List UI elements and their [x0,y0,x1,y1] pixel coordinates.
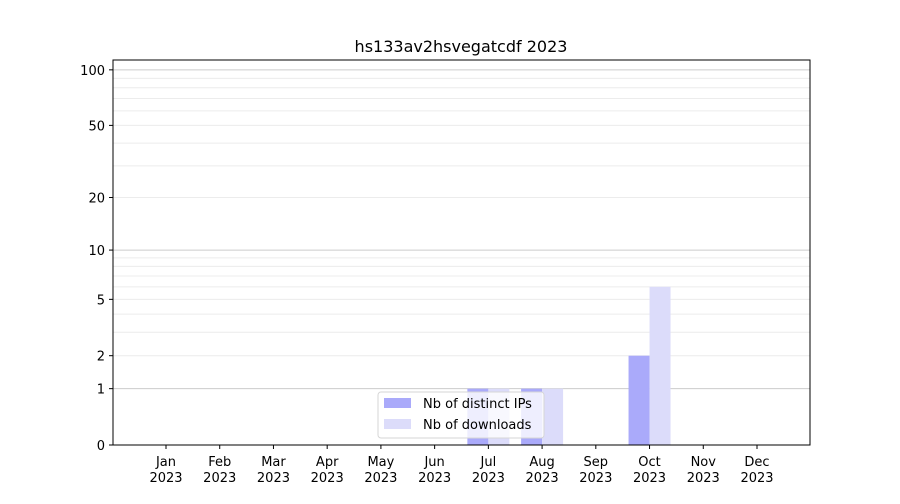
legend-label: Nb of distinct IPs [423,397,532,412]
grid [113,69,810,390]
legend-box [377,391,545,439]
legend: Nb of distinct IPs Nb of downloads [377,391,545,439]
x-tick-label: Jul 2023 [472,455,505,486]
x-tick-label: Apr 2023 [311,455,344,486]
x-tick-label: Oct 2023 [633,455,666,486]
x-tick-label: May 2023 [364,455,397,486]
y-tick-label: 50 [88,119,105,134]
x-tick-label: Nov 2023 [687,455,720,486]
bar-downloads [649,286,671,445]
bar-distinct-ips [628,355,650,445]
y-tick-label: 5 [97,293,105,308]
x-tick-label: Jun 2023 [418,455,451,486]
x-tick-label: Mar 2023 [257,455,290,486]
x-axis: Jan 2023 Feb 2023 Mar 2023 Apr 2023 May 2023 Jun 20… [149,445,774,486]
y-tick-label: 1 [97,383,105,398]
x-tick-label: Aug 2023 [526,455,559,486]
x-tick-label: Dec 2023 [740,455,773,486]
legend-label: Nb of downloads [423,418,532,433]
chart-title: hs133av2hsvegatcdf 2023 [355,37,568,56]
bar-downloads [542,388,564,445]
y-tick-label: 20 [88,192,105,207]
legend-swatch [384,398,411,408]
y-tick-label: 0 [97,439,105,454]
y-tick-label: 100 [80,64,105,79]
y-tick-label: 2 [97,350,105,365]
plot-frame [112,59,811,446]
y-axis: 0 1 2 5 10 20 50 100 [80,64,113,454]
x-tick-label: Feb 2023 [203,455,236,486]
y-tick-label: 10 [88,244,105,259]
legend-swatch [384,419,411,429]
x-tick-label: Jan 2023 [149,455,182,486]
x-tick-label: Sep 2023 [579,455,612,486]
